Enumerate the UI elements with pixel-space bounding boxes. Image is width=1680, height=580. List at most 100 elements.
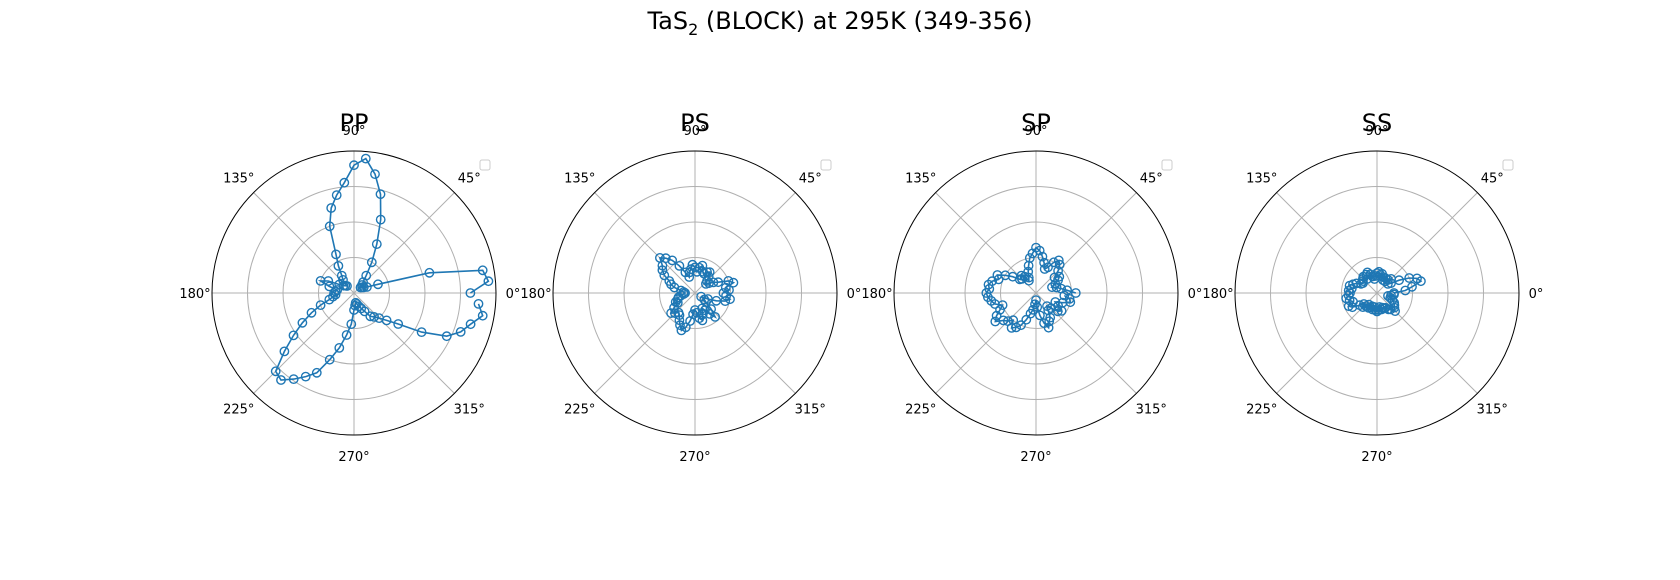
data-point-pp-22 <box>324 221 335 232</box>
angle-tick-label-45: 45° <box>1481 172 1504 187</box>
data-point-pp-12 <box>366 257 377 268</box>
data-point-sp-49 <box>1016 320 1026 331</box>
data-point-ss-2 <box>1407 281 1417 292</box>
data-point-pp-41 <box>306 307 317 318</box>
figure-title: TaS2 (BLOCK) at 295K (349-356) <box>0 7 1680 39</box>
data-point-pp-43 <box>288 330 299 341</box>
data-point-ps-49 <box>675 320 685 331</box>
data-point-pp-18 <box>349 160 359 171</box>
polar-plot-pp: 0° 45° 90° 135° 180° 225° 270° 315° PP <box>179 109 520 465</box>
data-point-sp-32 <box>993 274 1004 285</box>
angle-tick-label-270: 270° <box>338 450 369 465</box>
data-point-pp-51 <box>334 342 345 353</box>
data-point-pp-1 <box>483 276 494 287</box>
data-point-pp-68 <box>455 326 466 337</box>
data-point-sp-61 <box>1043 305 1054 316</box>
data-point-sp-53 <box>1030 299 1040 310</box>
data-point-ps-61 <box>704 308 715 319</box>
data-point-pp-25 <box>336 270 347 281</box>
data-point-pp-67 <box>441 331 452 342</box>
angle-tick-label-225: 225° <box>1246 402 1277 417</box>
data-point-ps-48 <box>674 315 685 325</box>
data-point-sp-0 <box>1070 288 1081 298</box>
data-point-ps-28 <box>657 260 668 271</box>
data-point-pp-52 <box>341 330 352 340</box>
data-point-pp-14 <box>375 214 386 225</box>
data-point-pp-23 <box>331 249 341 260</box>
subplot-title-ps: PS <box>680 109 710 137</box>
polar-frame <box>1234 150 1520 436</box>
data-point-pp-47 <box>288 374 299 384</box>
data-point-ps-23 <box>680 267 691 278</box>
data-point-sp-58 <box>1043 322 1054 333</box>
polar-plot-ss: 0° 45° 90° 135° 180° 225° 270° 315° SS <box>1202 109 1543 465</box>
data-point-pp-13 <box>371 239 382 250</box>
angular-grid-line-315 <box>353 292 455 394</box>
figure-title-rest: (BLOCK) at 295K (349-356) <box>698 7 1033 35</box>
subplot-title-pp: PP <box>340 109 369 137</box>
data-point-pp-58 <box>353 301 364 312</box>
angle-tick-label-315: 315° <box>795 402 826 417</box>
angle-tick-label-90: 90° <box>683 124 706 139</box>
angle-tick-label-315: 315° <box>1136 402 1167 417</box>
data-point-sp-71 <box>1059 290 1070 301</box>
data-point-ps-65 <box>699 294 710 305</box>
angular-grid-line-45 <box>1035 192 1137 294</box>
data-point-sp-55 <box>1032 302 1043 312</box>
angle-tick-label-45: 45° <box>1140 172 1163 187</box>
data-point-sp-21 <box>1023 260 1034 271</box>
data-point-sp-31 <box>992 270 1003 280</box>
data-point-sp-11 <box>1053 255 1064 266</box>
angle-tick-label-0: 0° <box>847 287 862 302</box>
data-point-ps-66 <box>696 291 706 302</box>
angle-tick-label-45: 45° <box>799 172 822 187</box>
data-point-pp-64 <box>381 315 392 326</box>
data-point-pp-8 <box>355 282 366 293</box>
angular-grid-line-225 <box>253 292 355 394</box>
data-point-pp-35 <box>330 286 341 297</box>
data-point-pp-45 <box>270 366 281 377</box>
data-point-ss-42 <box>1347 302 1358 313</box>
data-point-pp-42 <box>297 317 308 328</box>
data-point-sp-54 <box>1031 295 1041 305</box>
data-point-pp-48 <box>300 371 311 382</box>
figure-title-main: TaS <box>647 7 689 35</box>
data-point-ps-45 <box>670 308 680 318</box>
data-point-ps-63 <box>706 304 716 314</box>
data-point-pp-21 <box>326 203 337 213</box>
angle-tick-label-180: 180° <box>1202 287 1233 302</box>
data-point-sp-40 <box>997 300 1008 310</box>
data-point-ps-29 <box>657 265 668 276</box>
polar-plot-sp: 0° 45° 90° 135° 180° 225° 270° 315° SP <box>861 109 1202 465</box>
data-point-sp-29 <box>1007 271 1018 282</box>
data-point-ps-24 <box>674 260 685 271</box>
data-point-ss-71 <box>1389 289 1399 300</box>
angle-tick-label-135: 135° <box>1246 172 1277 187</box>
data-point-pp-19 <box>339 177 350 188</box>
data-point-pp-17 <box>360 153 371 164</box>
data-point-ps-47 <box>674 310 685 320</box>
data-point-sp-67 <box>1050 297 1061 307</box>
data-point-pp-3 <box>424 267 435 278</box>
legend-box <box>479 159 491 171</box>
data-point-pp-11 <box>361 270 372 281</box>
data-point-pp-53 <box>346 319 357 329</box>
data-point-sp-36 <box>981 288 992 298</box>
angle-tick-label-0: 0° <box>1529 287 1544 302</box>
angle-tick-label-315: 315° <box>1477 402 1508 417</box>
angle-tick-label-180: 180° <box>179 287 210 302</box>
angle-tick-label-0: 0° <box>506 287 521 302</box>
data-point-pp-44 <box>279 346 290 357</box>
data-point-pp-66 <box>416 327 427 337</box>
data-point-sp-44 <box>998 315 1009 326</box>
angle-tick-label-180: 180° <box>520 287 551 302</box>
polar-frame <box>552 150 838 436</box>
data-point-sp-15 <box>1039 257 1050 268</box>
data-point-sp-12 <box>1048 257 1059 268</box>
polar-frame <box>211 150 497 436</box>
angle-tick-label-270: 270° <box>1361 450 1392 465</box>
angle-tick-label-90: 90° <box>342 124 365 139</box>
angle-tick-label-90: 90° <box>1024 124 1047 139</box>
data-point-sp-64 <box>1052 306 1063 317</box>
